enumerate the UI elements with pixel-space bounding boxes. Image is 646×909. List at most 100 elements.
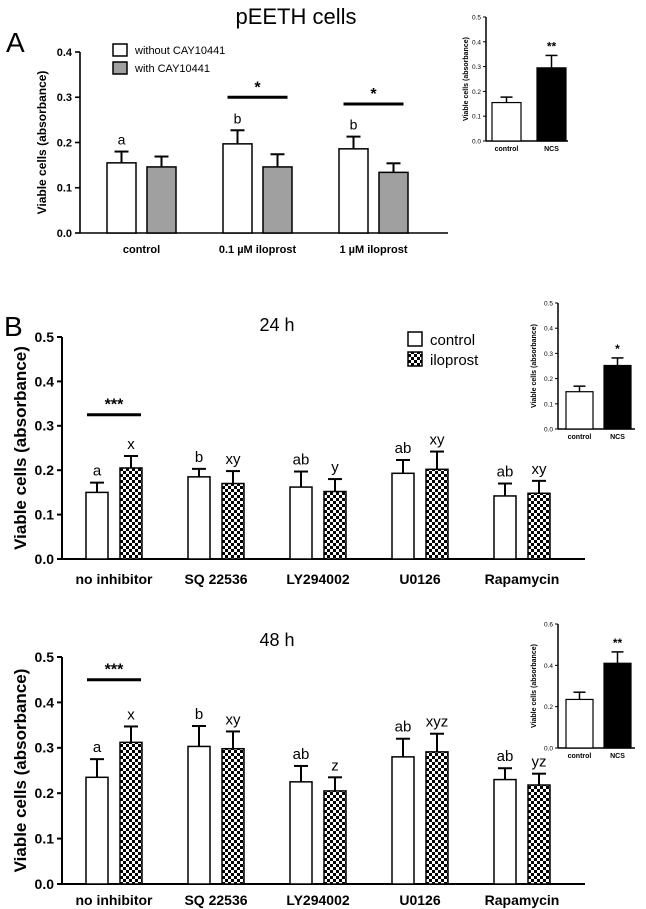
- bar: [221, 747, 245, 885]
- inset-bar: [536, 67, 567, 142]
- x-tick-label: SQ 22536: [184, 892, 247, 908]
- inset-y-tick-label: 0.5: [472, 15, 481, 22]
- inset-x-tick-label: control: [495, 146, 519, 153]
- significance-stars: *: [370, 86, 377, 103]
- inset-significance-mark: **: [613, 636, 623, 650]
- inset-y-axis-label: Viable cells (absorbance): [463, 37, 470, 121]
- legend-label: with CAY10441: [134, 63, 210, 75]
- inset-y-tick-label: 0.1: [544, 401, 553, 408]
- bar: [425, 468, 449, 560]
- significance-letter: x: [127, 706, 135, 723]
- significance-letter: ab: [293, 746, 310, 763]
- y-tick-label: 0.0: [35, 876, 55, 892]
- inset-significance-mark: *: [615, 342, 620, 356]
- inset-bar: [565, 698, 594, 749]
- inset-significance-mark: **: [547, 39, 557, 53]
- x-tick-label: SQ 22536: [184, 571, 247, 587]
- significance-letter: b: [195, 706, 203, 723]
- significance-letter: a: [93, 463, 102, 480]
- significance-letter: z: [331, 757, 339, 774]
- bar: [85, 776, 109, 885]
- significance-letter: ab: [497, 748, 514, 765]
- panel-a-label: A: [6, 27, 25, 58]
- bar: [527, 784, 551, 885]
- y-axis-label: Viable cells (absorbance): [11, 669, 30, 873]
- x-tick-label: U0126: [399, 571, 440, 587]
- bar: [527, 492, 551, 560]
- bar: [85, 491, 109, 560]
- x-tick-label: no inhibitor: [76, 892, 154, 908]
- panel-b-label: B: [4, 311, 23, 342]
- bar: [391, 756, 415, 885]
- significance-letter: a: [118, 132, 126, 148]
- inset-y-tick-label: 0.4: [472, 39, 481, 46]
- inset-y-tick-label: 0.2: [544, 704, 553, 711]
- legend-swatch: [407, 331, 423, 347]
- inset-y-tick-label: 0.0: [472, 139, 481, 146]
- significance-letter: yz: [532, 754, 547, 771]
- y-tick-label: 0.2: [35, 785, 55, 801]
- x-tick-label: no inhibitor: [76, 571, 154, 587]
- bar: [338, 148, 369, 234]
- significance-letter: ab: [395, 719, 412, 736]
- bar: [221, 482, 245, 560]
- legend-label: control: [430, 332, 475, 349]
- inset-y-tick-label: 0.4: [544, 326, 553, 333]
- x-tick-label: U0126: [399, 892, 440, 908]
- y-tick-label: 0.5: [35, 329, 55, 345]
- inset-y-tick-label: 0.3: [472, 64, 481, 71]
- inset-y-tick-label: 0.2: [472, 89, 481, 96]
- legend-swatch: [112, 43, 128, 57]
- chart-b-48h: 0.0 0.1 0.2 0.3 0.4 0.5 Viable cells (absorban…: [11, 630, 585, 908]
- chart-title: 24 h: [259, 315, 294, 335]
- legend-swatch: [407, 351, 423, 367]
- bar: [106, 162, 137, 234]
- inset-x-tick-label: control: [568, 753, 592, 760]
- chart-title: 48 h: [259, 630, 294, 650]
- y-tick-label: 0.2: [57, 137, 72, 149]
- bar: [187, 745, 211, 885]
- y-tick-label: 0.4: [57, 47, 73, 59]
- inset-y-axis-label: Viable cells (absorbance): [531, 644, 538, 728]
- inset-y-axis-label: Viable cells (absorbance): [531, 324, 538, 408]
- x-tick-label: Rapamycin: [485, 892, 560, 908]
- significance-letter: x: [127, 436, 135, 453]
- bar: [119, 467, 143, 560]
- x-tick-label: LY294002: [286, 892, 350, 908]
- chart-b-24h-inset: 0.0 0.1 0.2 0.3 0.4 0.5 Viable cells (absorban…: [531, 301, 635, 441]
- legend-label: without CAY10441: [134, 45, 225, 57]
- bar: [289, 486, 313, 560]
- y-tick-label: 0.0: [35, 551, 55, 567]
- inset-y-tick-label: 0.4: [544, 663, 553, 670]
- bar: [289, 781, 313, 885]
- y-tick-label: 0.1: [35, 507, 55, 523]
- inset-x-tick-label: NCS: [544, 146, 559, 153]
- y-tick-label: 0.5: [35, 649, 55, 665]
- significance-letter: a: [93, 739, 102, 756]
- inset-bar: [565, 391, 594, 430]
- inset-x-tick-label: NCS: [610, 434, 625, 441]
- chart-a: 0.0 0.1 0.2 0.3 0.4 Viable cells (absorbance)…: [35, 43, 448, 256]
- significance-letter: xy: [532, 461, 548, 478]
- chart-b-24h: 0.0 0.1 0.2 0.3 0.4 0.5 Viable cells (absorban…: [11, 315, 585, 587]
- y-tick-label: 0.1: [57, 183, 72, 195]
- inset-y-tick-label: 0.0: [544, 746, 553, 753]
- y-tick-label: 0.1: [35, 831, 55, 847]
- bar: [323, 490, 347, 560]
- y-axis-label: Viable cells (absorbance): [11, 346, 30, 550]
- chart-b-48h-inset: 0.0 0.2 0.4 0.6 Viable cells (absorbance) con…: [531, 622, 635, 760]
- legend-label: iloprost: [430, 352, 479, 369]
- inset-bar: [603, 662, 632, 749]
- y-tick-label: 0.3: [57, 92, 72, 104]
- significance-letter: b: [234, 110, 242, 126]
- inset-x-tick-label: control: [568, 434, 592, 441]
- inset-y-tick-label: 0.3: [544, 351, 553, 358]
- bar: [119, 741, 143, 885]
- inset-y-tick-label: 0.1: [472, 114, 481, 121]
- significance-letter: ab: [293, 452, 310, 469]
- chart-a-inset: 0.0 0.1 0.2 0.3 0.4 0.5 Viable cells (absorban…: [463, 15, 568, 153]
- significance-stars: ***: [105, 662, 124, 679]
- significance-letter: ab: [395, 440, 412, 457]
- bar: [146, 166, 177, 234]
